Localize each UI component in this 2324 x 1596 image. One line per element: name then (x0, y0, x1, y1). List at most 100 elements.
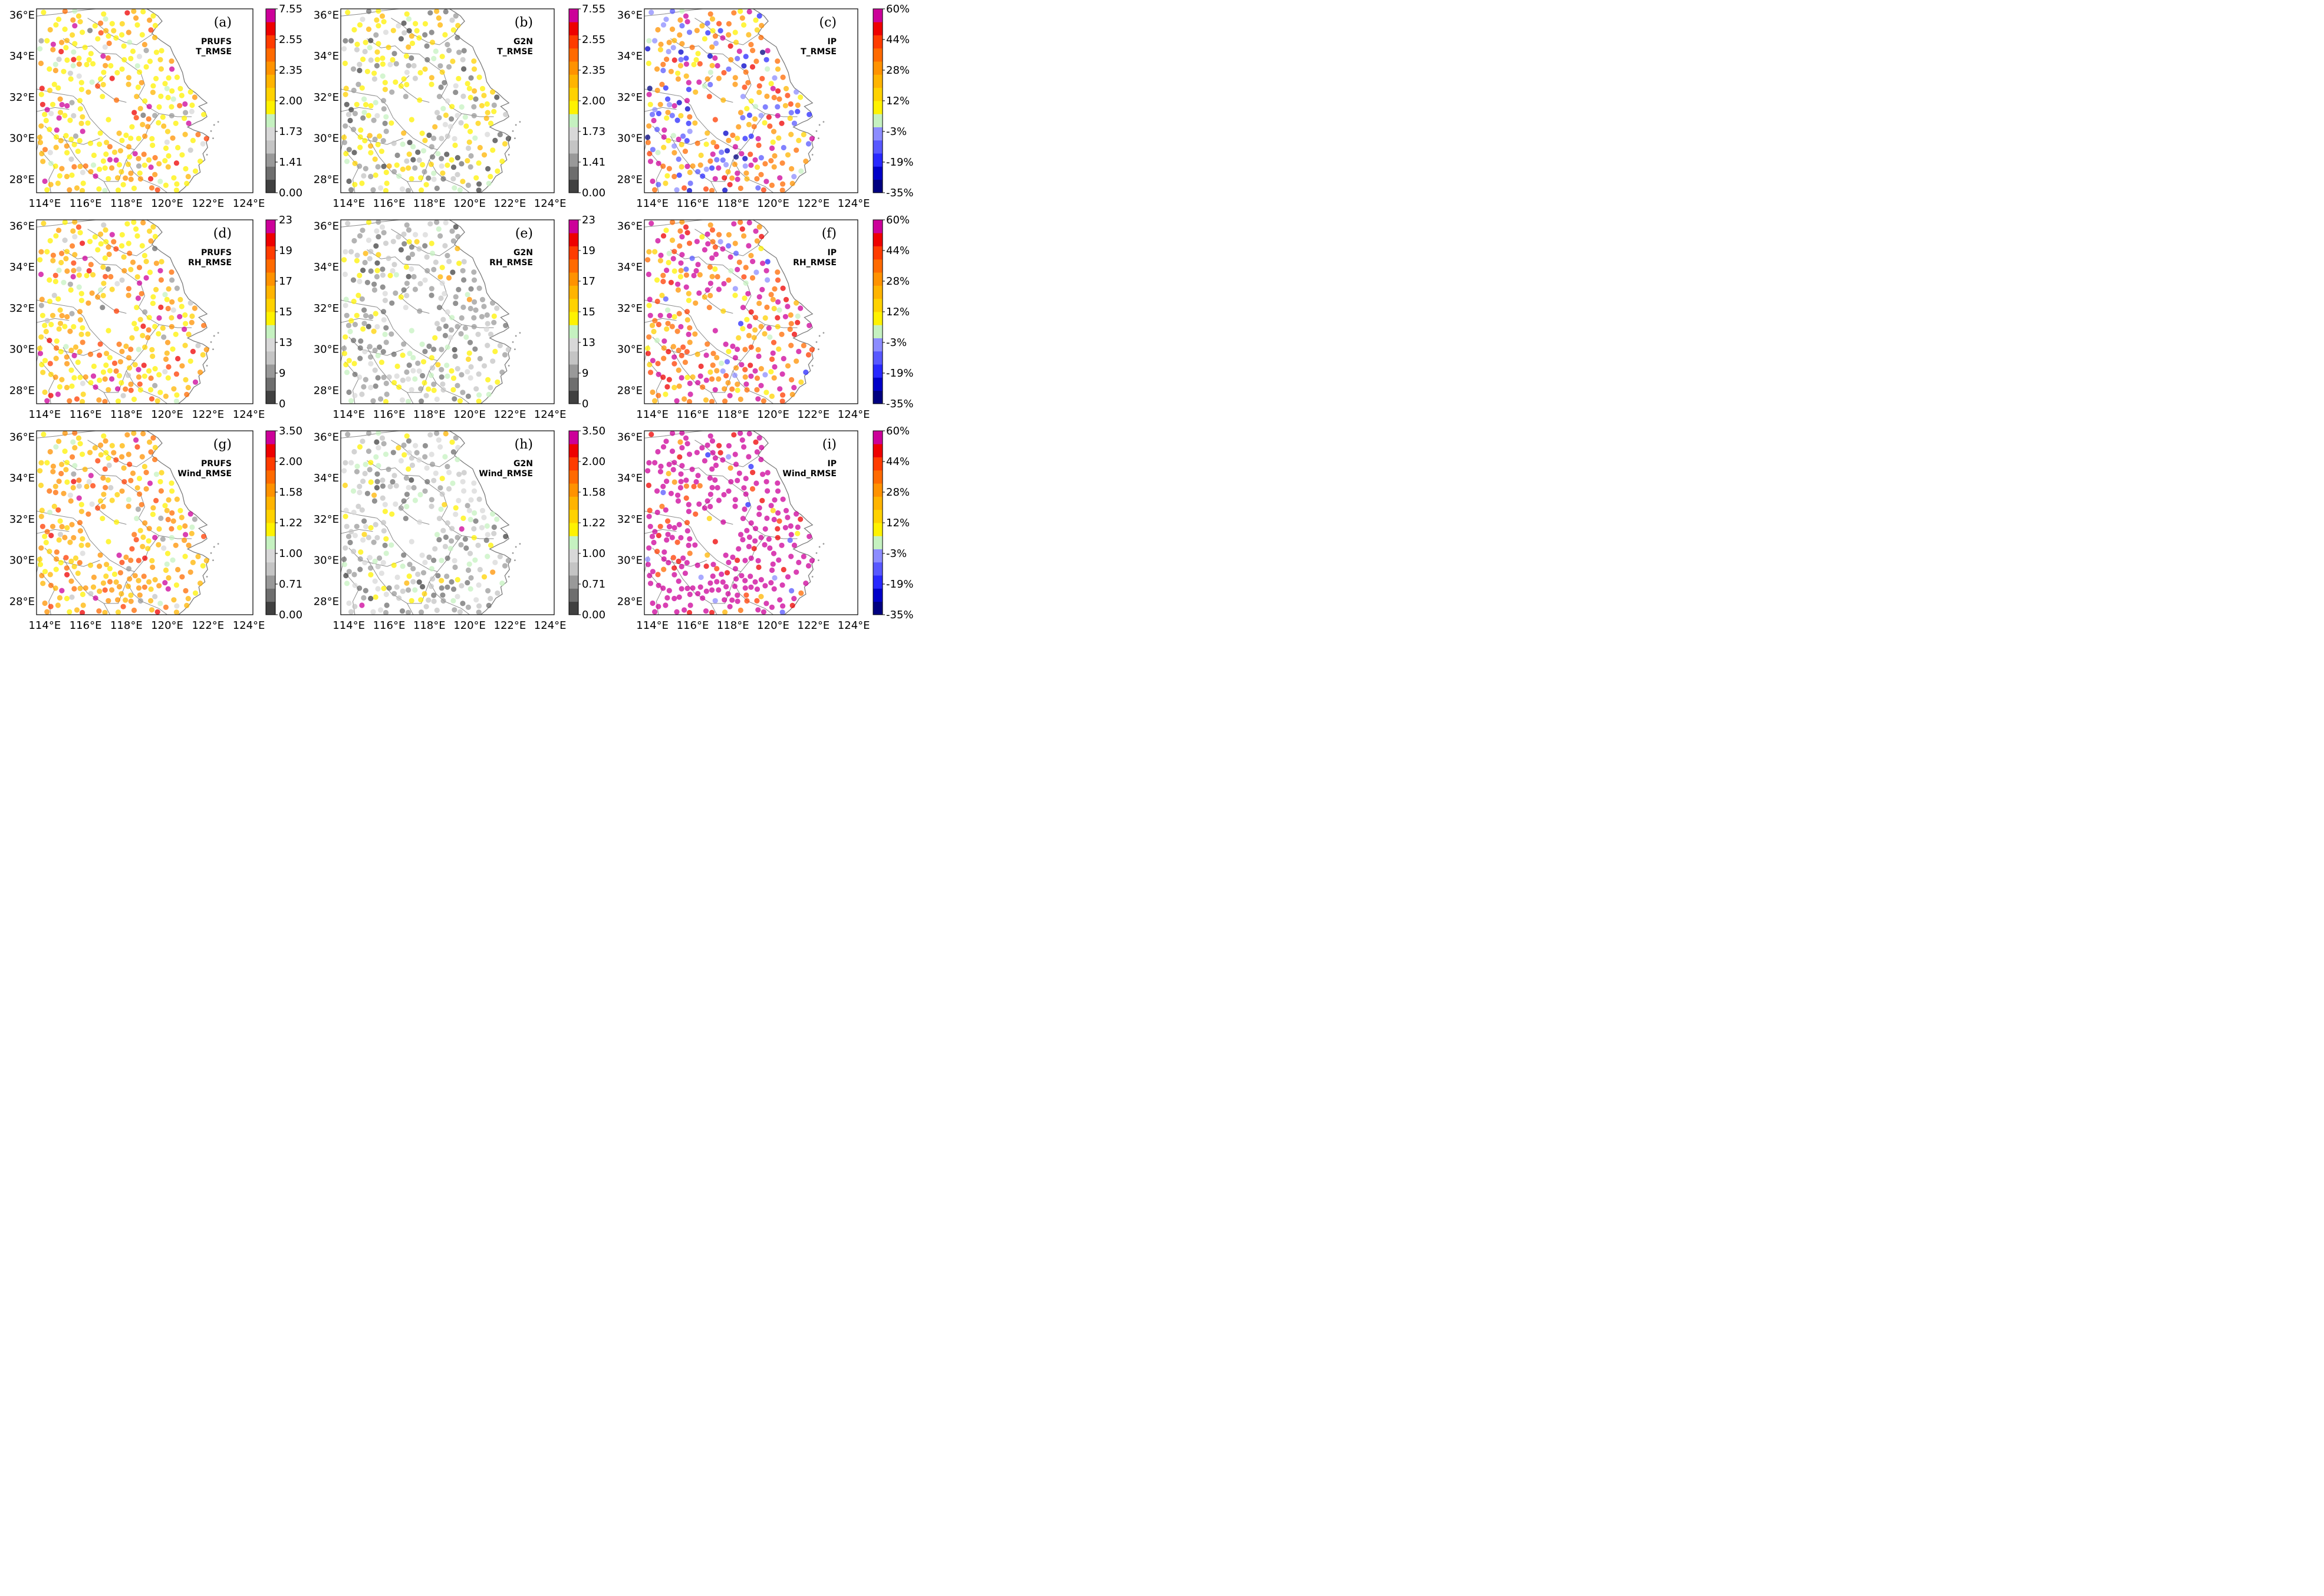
station-point (80, 240, 85, 246)
colorbar-segment (569, 101, 578, 114)
station-point (671, 314, 677, 320)
lon-tick-label: 114°E (636, 619, 669, 632)
station-point (775, 113, 781, 118)
station-point (780, 496, 786, 502)
station-point (735, 598, 740, 604)
station-point (762, 161, 768, 167)
station-point (38, 60, 44, 67)
station-point (423, 182, 429, 187)
station-point (472, 346, 478, 352)
station-point (114, 281, 120, 286)
station-point (755, 607, 761, 613)
station-point (654, 549, 660, 555)
station-point (754, 586, 761, 592)
station-point (728, 465, 733, 471)
station-point (64, 249, 70, 255)
station-point (752, 157, 758, 163)
station-point (182, 538, 187, 543)
station-point (177, 85, 183, 91)
station-point (707, 503, 713, 510)
colorbar-segment (569, 351, 578, 365)
station-point (131, 396, 137, 403)
station-point (419, 187, 424, 193)
station-point (732, 286, 738, 292)
station-point (197, 581, 203, 586)
station-point (415, 360, 421, 367)
station-point (494, 516, 500, 522)
station-point (687, 602, 693, 608)
station-point (752, 579, 758, 585)
lon-tick-label: 120°E (151, 408, 183, 421)
station-point (455, 593, 460, 599)
station-point (764, 304, 770, 311)
station-point (80, 128, 85, 134)
station-point (90, 373, 97, 379)
station-point (779, 371, 785, 377)
panel-model: PRUFS (201, 459, 232, 469)
station-point (416, 579, 422, 585)
station-point (748, 151, 753, 157)
station-point (424, 465, 430, 471)
station-point (670, 555, 676, 560)
station-point (357, 566, 363, 572)
colorbar-label: 60% (886, 214, 910, 226)
station-point (687, 391, 693, 397)
station-point (730, 132, 736, 139)
station-point (150, 512, 156, 517)
colorbar-segment (569, 496, 578, 510)
station-point (785, 574, 791, 580)
station-point (422, 66, 428, 72)
station-point (739, 362, 745, 368)
province-boundary (341, 299, 438, 361)
colorbar-segment (266, 179, 275, 193)
station-point (357, 61, 363, 67)
station-point (758, 35, 764, 41)
station-point (453, 505, 459, 511)
station-point (175, 355, 181, 362)
station-point (678, 471, 684, 477)
station-point (646, 302, 652, 308)
station-point (54, 127, 60, 133)
station-point (373, 172, 378, 178)
colorbar-segment (569, 562, 578, 576)
station-point (354, 463, 360, 469)
station-point (156, 315, 162, 321)
station-point (156, 372, 162, 378)
station-point (393, 290, 399, 296)
colorbar-segment (873, 220, 883, 233)
lon-tick-label: 114°E (28, 197, 61, 210)
station-point (343, 249, 348, 255)
station-point (95, 83, 101, 89)
colorbar: -35%-19%-3%12%28%44%60% (873, 3, 914, 199)
station-point (657, 258, 663, 263)
station-point (756, 512, 762, 517)
station-point (141, 362, 147, 368)
station-point (345, 9, 351, 15)
station-point (663, 227, 669, 233)
station-point (54, 549, 60, 555)
station-point (409, 55, 414, 61)
station-point (409, 251, 416, 258)
station-point (152, 172, 158, 177)
station-point (148, 449, 154, 455)
station-point (84, 61, 90, 68)
station-point (671, 354, 677, 360)
station-point (114, 519, 120, 525)
station-point (203, 347, 209, 352)
station-point (696, 501, 702, 507)
station-point (406, 255, 412, 261)
station-point (505, 558, 511, 563)
station-point (394, 363, 400, 370)
station-point (677, 439, 683, 445)
station-point (779, 542, 785, 548)
station-point (743, 491, 749, 497)
station-point (71, 324, 77, 330)
station-point (414, 239, 420, 245)
station-point (48, 111, 54, 117)
station-point (431, 176, 437, 182)
station-point (93, 595, 98, 601)
station-point (726, 243, 732, 249)
colorbar-segment (569, 285, 578, 299)
station-point (71, 141, 77, 147)
